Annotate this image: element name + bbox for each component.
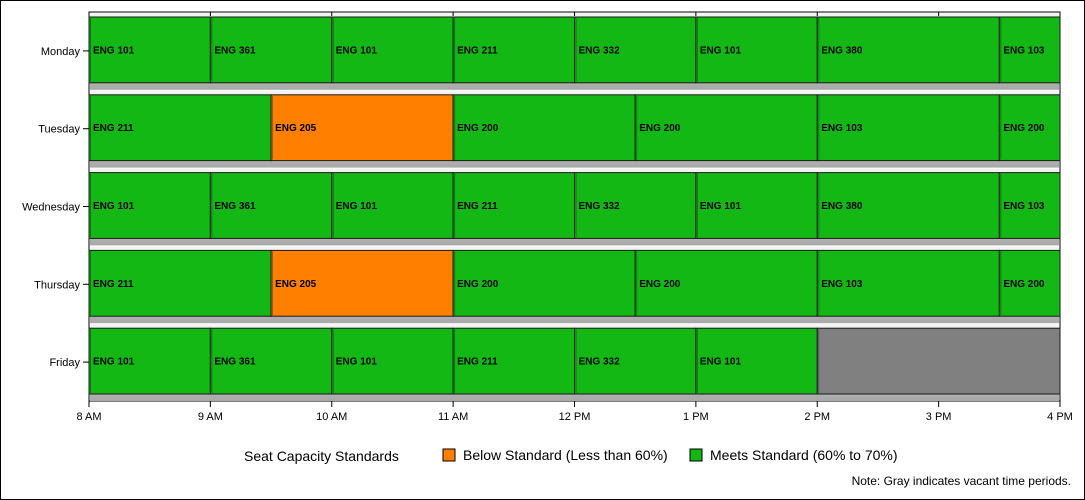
course-block <box>816 16 1000 84</box>
time-tick-label: 1 PM <box>683 411 709 423</box>
course-block <box>574 327 697 395</box>
course-block <box>452 16 575 84</box>
day-label: Monday <box>41 46 81 58</box>
course-label: ENG 205 <box>275 279 317 290</box>
course-label: ENG 380 <box>821 45 863 56</box>
legend-swatch-below <box>442 448 456 462</box>
course-label: ENG 332 <box>579 45 621 56</box>
course-block <box>816 94 1000 162</box>
time-tick-label: 8 AM <box>76 411 101 423</box>
course-label: ENG 361 <box>214 201 256 212</box>
course-block <box>88 172 211 239</box>
vacant-block <box>816 327 1061 395</box>
course-label: ENG 332 <box>579 357 621 368</box>
course-label: ENG 101 <box>336 357 378 368</box>
legend: Seat Capacity Standards Below Standard (… <box>244 447 898 464</box>
course-label: ENG 101 <box>700 201 742 212</box>
course-block <box>88 94 272 162</box>
course-block <box>270 249 454 317</box>
course-block <box>998 16 1061 84</box>
course-block <box>634 249 818 317</box>
course-label: ENG 101 <box>700 357 742 368</box>
course-label: ENG 200 <box>1003 123 1045 134</box>
course-block <box>695 16 818 84</box>
course-block <box>209 327 333 395</box>
course-label: ENG 200 <box>457 279 499 290</box>
course-block <box>331 327 454 395</box>
course-block <box>816 249 1000 317</box>
course-label: ENG 361 <box>214 45 256 56</box>
plot-area: ENG 101 ENG 361 ENG 101 ENG 211 ENG 332 ENG 1… <box>88 11 1061 402</box>
course-block <box>88 16 211 84</box>
course-block <box>998 249 1061 317</box>
course-label: ENG 101 <box>93 201 135 212</box>
course-label: ENG 211 <box>457 45 498 56</box>
time-tick-label: 3 PM <box>926 411 952 423</box>
course-label: ENG 200 <box>1003 279 1045 290</box>
x-axis: 8 AM 9 AM 10 AM 11 AM 12 PM 1 PM 2 PM 3 PM 4 PM <box>76 12 1073 423</box>
course-block <box>452 249 636 317</box>
legend-label-meets: Meets Standard (60% to 70%) <box>710 447 898 463</box>
y-axis: Monday Tuesday Wednesday Thursday Friday <box>22 46 89 369</box>
course-block <box>331 16 454 84</box>
time-tick-label: 11 AM <box>438 411 468 423</box>
time-tick-label: 9 AM <box>198 411 223 423</box>
course-label: ENG 211 <box>93 279 134 290</box>
course-block <box>88 249 272 317</box>
course-block <box>452 94 636 162</box>
time-tick-label: 4 PM <box>1047 411 1073 423</box>
course-block <box>270 94 454 162</box>
day-label: Wednesday <box>22 202 80 214</box>
time-tick-label: 10 AM <box>316 411 347 423</box>
course-label: ENG 101 <box>700 45 742 56</box>
course-label: ENG 103 <box>1003 45 1045 56</box>
course-block <box>998 172 1061 239</box>
course-label: ENG 200 <box>639 123 681 134</box>
course-label: ENG 101 <box>93 45 135 56</box>
course-label: ENG 101 <box>336 201 378 212</box>
legend-title: Seat Capacity Standards <box>244 448 399 464</box>
course-label: ENG 103 <box>1003 201 1045 212</box>
day-label: Thursday <box>34 279 80 291</box>
legend-label-below: Below Standard (Less than 60%) <box>463 447 668 463</box>
course-label: ENG 380 <box>821 201 863 212</box>
course-label: ENG 211 <box>93 123 134 134</box>
day-label: Tuesday <box>38 124 80 136</box>
course-block <box>998 94 1061 162</box>
course-label: ENG 361 <box>214 357 256 368</box>
course-label: ENG 211 <box>457 357 498 368</box>
course-label: ENG 205 <box>275 123 317 134</box>
course-block <box>209 16 333 84</box>
course-block <box>695 327 818 395</box>
course-label: ENG 200 <box>457 123 499 134</box>
course-label: ENG 200 <box>639 279 681 290</box>
course-block <box>331 172 454 239</box>
note-text: Note: Gray indicates vacant time periods… <box>852 474 1071 488</box>
legend-swatch-meets <box>689 448 703 462</box>
course-label: ENG 103 <box>821 279 863 290</box>
course-label: ENG 211 <box>457 201 498 212</box>
course-label: ENG 101 <box>93 357 135 368</box>
course-block <box>574 172 697 239</box>
day-label: Friday <box>49 357 80 369</box>
course-label: ENG 103 <box>821 123 863 134</box>
time-tick-label: 2 PM <box>804 411 830 423</box>
course-block <box>816 172 1000 239</box>
course-label: ENG 332 <box>579 201 621 212</box>
time-tick-label: 12 PM <box>559 411 591 423</box>
course-block <box>452 327 575 395</box>
course-label: ENG 101 <box>336 45 378 56</box>
course-block <box>88 327 211 395</box>
course-block <box>209 172 333 239</box>
